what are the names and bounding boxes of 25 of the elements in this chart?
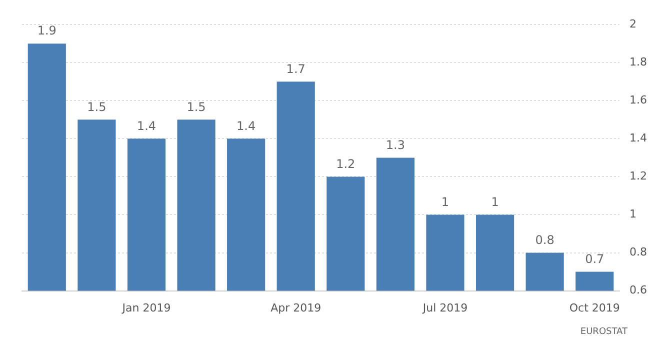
data-label: 0.8 [535,232,554,247]
y-tick-label: 1.2 [630,170,648,183]
y-tick-label: 1.8 [630,55,648,68]
data-label: 1.9 [37,24,56,38]
data-label: 1 [491,194,499,209]
data-label: 1.5 [87,100,106,114]
y-tick-label: 1 [630,208,637,221]
data-label: 1.2 [336,156,356,171]
x-tick-label: Jan 2019 [121,301,171,314]
y-tick-label: 1.4 [630,132,648,145]
data-label: 1.5 [186,100,206,114]
data-label: 1.3 [386,138,405,152]
data-label: 0.7 [585,252,604,266]
data-label: 1.4 [136,118,156,133]
x-tick-label: Oct 2019 [569,301,620,314]
x-tick-label: Jul 2019 [422,301,468,314]
y-tick-label: 0.6 [630,284,648,297]
y-tick-label: 2 [630,17,637,30]
text: EUROSTAT [580,326,628,337]
x-tick-label: Apr 2019 [270,301,322,314]
data-label: 1 [441,194,450,209]
y-tick-label: 0.8 [630,246,648,259]
y-tick-label: 1.6 [630,94,648,107]
data-label: 1.4 [236,118,256,133]
data-label: 1.7 [286,62,306,76]
